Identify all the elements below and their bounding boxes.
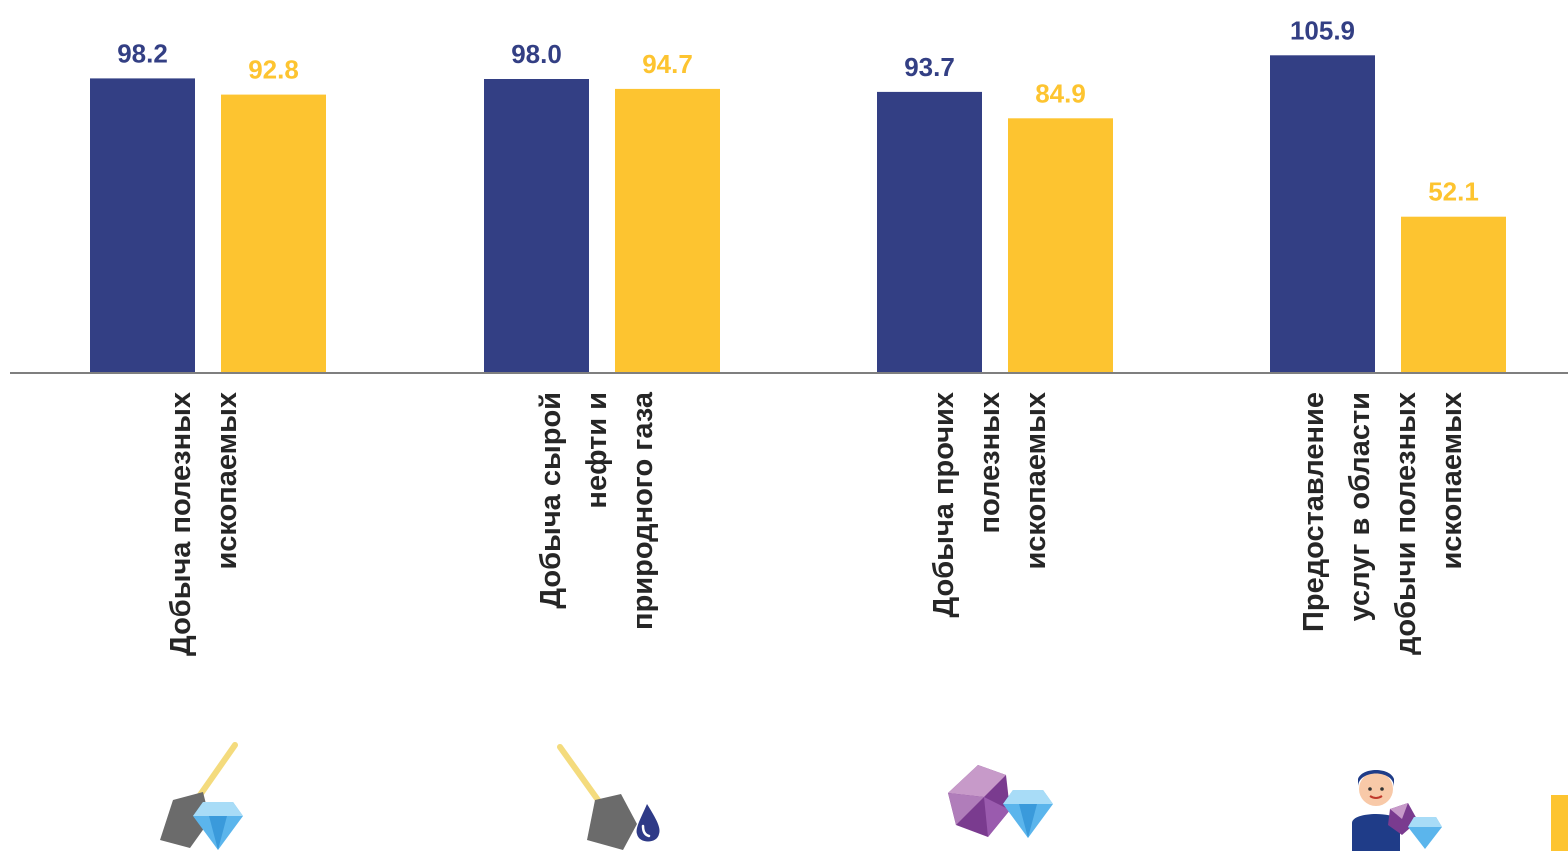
bar-series1-cat4 (1270, 55, 1375, 374)
category-label-line: природного газа (627, 391, 659, 630)
category-label-line: услуг в области (1344, 392, 1376, 621)
bar-series1-cat2 (484, 79, 589, 373)
bar-series2-cat4 (1401, 216, 1506, 373)
value-label-series2-cat2: 94.7 (642, 49, 693, 79)
category-label-line: добычи полезных (1390, 392, 1422, 655)
bar-series2-cat3 (1008, 118, 1113, 373)
category-labels-layer: Добыча полезных ископаемых Добыча сырой неф… (165, 391, 1468, 656)
bars-layer (90, 55, 1506, 374)
shovel-oil-drop-icon (557, 744, 660, 850)
value-label-series2-cat3: 84.9 (1035, 78, 1086, 108)
bar-series2-cat1 (221, 94, 326, 373)
value-label-series2-cat4: 52.1 (1428, 177, 1479, 207)
legend-swatch-fragment (1551, 795, 1568, 851)
bar-series2-cat2 (615, 88, 720, 374)
category-label-line: ископаемых (1020, 392, 1052, 570)
category-label-line: ископаемых (1436, 392, 1468, 570)
category-label-line: ископаемых (211, 392, 243, 570)
value-label-series1-cat4: 105.9 (1290, 15, 1355, 45)
value-labels-layer: 98.2 98.0 93.7 105.9 92.8 94.7 84.9 52.1 (117, 15, 1479, 206)
category-label-1: Добыча полезных ископаемых (165, 392, 243, 656)
gems-diamond-icon (948, 765, 1053, 838)
value-label-series1-cat1: 98.2 (117, 38, 168, 68)
category-label-line: Добыча прочих (928, 392, 960, 617)
bar-series1-cat1 (90, 78, 195, 374)
category-label-line: Добыча полезных (165, 392, 197, 656)
worker-gems-icon (1352, 770, 1442, 851)
shovel-diamond-icon (160, 742, 243, 850)
category-label-4: Предоставление услуг в области добычи поле… (1298, 392, 1468, 655)
value-label-series2-cat1: 92.8 (248, 55, 299, 85)
value-label-series1-cat3: 93.7 (904, 52, 955, 82)
category-label-2: Добыча сырой нефти и природного газа (535, 391, 659, 630)
category-label-line: Добыча сырой (535, 392, 567, 609)
bar-series1-cat3 (877, 91, 982, 374)
category-label-line: полезных (974, 392, 1006, 534)
value-label-series1-cat2: 98.0 (511, 39, 562, 69)
category-label-3: Добыча прочих полезных ископаемых (928, 392, 1052, 617)
category-label-line: нефти и (581, 392, 613, 509)
category-label-line: Предоставление (1298, 392, 1330, 632)
